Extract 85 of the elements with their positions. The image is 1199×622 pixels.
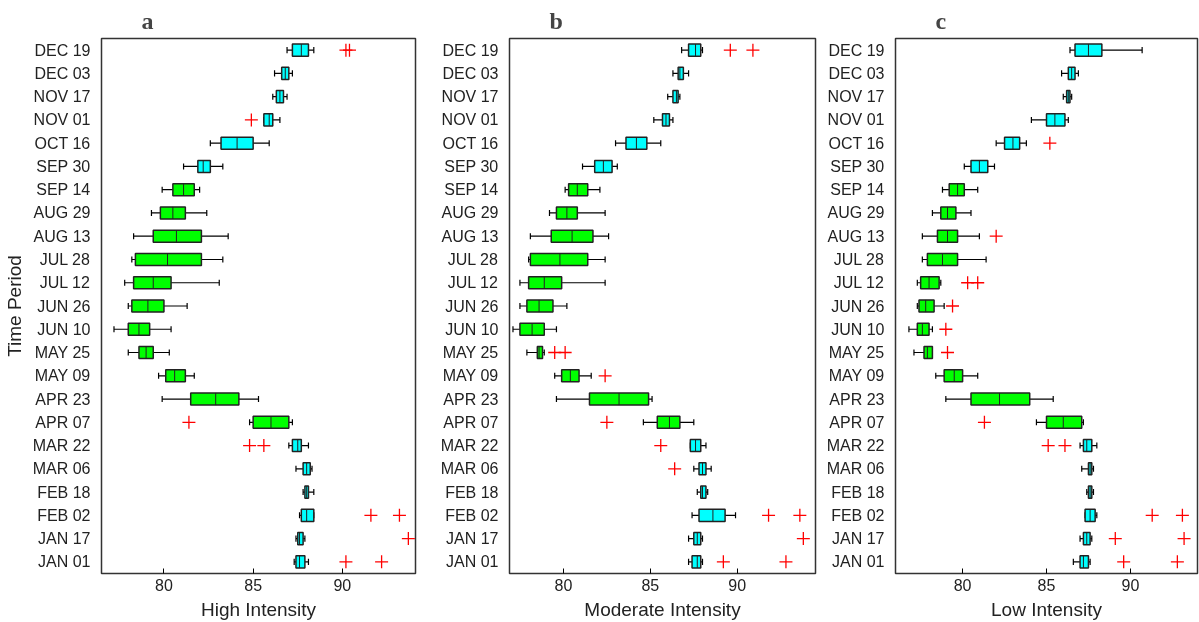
x-tick-label: 85	[1037, 576, 1056, 594]
y-tick-label: JUL 12	[39, 274, 91, 292]
y-tick-label: JAN 17	[38, 530, 91, 548]
y-tick-label: SEP 14	[444, 181, 499, 199]
y-tick-label: JAN 01	[446, 553, 499, 571]
x-tick-label: 90	[333, 576, 352, 594]
y-tick-label: JAN 01	[832, 553, 885, 571]
x-axis-title: Moderate Intensity	[584, 598, 742, 620]
y-tick-label: MAR 06	[32, 460, 91, 478]
y-tick-label: AUG 13	[441, 227, 499, 245]
x-axis-title: Low Intensity	[991, 598, 1103, 620]
y-tick-label: APR 23	[829, 390, 885, 408]
y-tick-label: APR 23	[443, 390, 499, 408]
y-tick-label: FEB 18	[445, 483, 499, 501]
x-tick-label: 90	[1121, 576, 1140, 594]
x-tick-label: 90	[728, 576, 747, 594]
y-tick-label: OCT 16	[34, 134, 91, 152]
y-tick-label: FEB 02	[445, 506, 499, 524]
y-tick-label: DEC 19	[828, 41, 885, 59]
y-tick-label: DEC 03	[828, 64, 885, 82]
y-tick-label: NOV 17	[827, 88, 885, 106]
y-tick-label: MAR 22	[440, 437, 499, 455]
chart-title: b	[549, 7, 563, 34]
y-tick-label: APR 07	[443, 413, 499, 431]
y-tick-label: AUG 29	[827, 204, 885, 222]
y-tick-label: JUL 28	[39, 250, 91, 268]
y-tick-label: JUN 26	[445, 297, 499, 315]
y-tick-label: JAN 17	[446, 530, 499, 548]
y-tick-label: SEP 30	[36, 157, 91, 175]
y-tick-label: FEB 18	[831, 483, 885, 501]
y-tick-label: FEB 18	[37, 483, 91, 501]
y-tick-label: MAR 22	[32, 437, 91, 455]
y-tick-label: AUG 13	[827, 227, 885, 245]
y-tick-label: APR 07	[35, 413, 91, 431]
y-tick-label: MAR 06	[440, 460, 499, 478]
y-tick-label: MAY 25	[828, 344, 885, 362]
y-tick-label: AUG 13	[33, 227, 91, 245]
y-tick-label: JUL 12	[447, 274, 499, 292]
y-tick-label: MAY 09	[828, 367, 885, 385]
y-tick-label: SEP 30	[444, 157, 499, 175]
y-tick-label: APR 23	[35, 390, 91, 408]
y-tick-label: MAR 22	[826, 437, 885, 455]
y-tick-label: JAN 17	[832, 530, 885, 548]
y-tick-label: OCT 16	[442, 134, 499, 152]
y-tick-label: MAY 25	[442, 344, 499, 362]
y-tick-label: JUL 28	[833, 250, 885, 268]
y-tick-label: DEC 03	[442, 64, 499, 82]
y-tick-label: SEP 30	[830, 157, 885, 175]
y-tick-label: DEC 03	[34, 64, 91, 82]
y-tick-label: OCT 16	[828, 134, 885, 152]
chart-title: c	[935, 7, 947, 34]
y-tick-label: FEB 02	[37, 506, 91, 524]
y-tick-label: AUG 29	[441, 204, 499, 222]
y-tick-label: JUN 10	[445, 320, 499, 338]
y-tick-label: MAR 06	[826, 460, 885, 478]
x-tick-label: 85	[641, 576, 660, 594]
x-tick-label: 80	[953, 576, 972, 594]
y-tick-label: MAY 25	[34, 344, 91, 362]
y-tick-label: NOV 01	[441, 111, 499, 129]
y-tick-label: JUN 26	[831, 297, 885, 315]
y-tick-label: DEC 19	[442, 41, 499, 59]
y-tick-label: DEC 19	[34, 41, 91, 59]
y-axis-title: Time Period	[3, 255, 25, 357]
x-tick-label: 80	[155, 576, 173, 594]
y-tick-label: AUG 29	[33, 204, 91, 222]
y-tick-label: JUL 12	[833, 274, 885, 292]
y-tick-label: NOV 01	[33, 111, 91, 129]
y-tick-label: SEP 14	[830, 181, 885, 199]
y-tick-label: JUL 28	[447, 250, 499, 268]
y-tick-label: JUN 26	[37, 297, 91, 315]
x-axis-title: High Intensity	[200, 598, 317, 620]
y-tick-label: MAY 09	[34, 367, 91, 385]
chart-title: a	[141, 7, 154, 34]
y-tick-label: NOV 17	[33, 88, 91, 106]
y-tick-label: NOV 17	[441, 88, 499, 106]
y-tick-label: MAY 09	[442, 367, 499, 385]
y-tick-label: SEP 14	[36, 181, 91, 199]
y-tick-label: NOV 01	[827, 111, 885, 129]
y-tick-label: JUN 10	[831, 320, 885, 338]
x-tick-label: 85	[244, 576, 263, 594]
y-tick-label: APR 07	[829, 413, 885, 431]
y-tick-label: JUN 10	[37, 320, 91, 338]
y-tick-label: FEB 02	[831, 506, 885, 524]
y-tick-label: JAN 01	[38, 553, 91, 571]
x-tick-label: 80	[554, 576, 573, 594]
